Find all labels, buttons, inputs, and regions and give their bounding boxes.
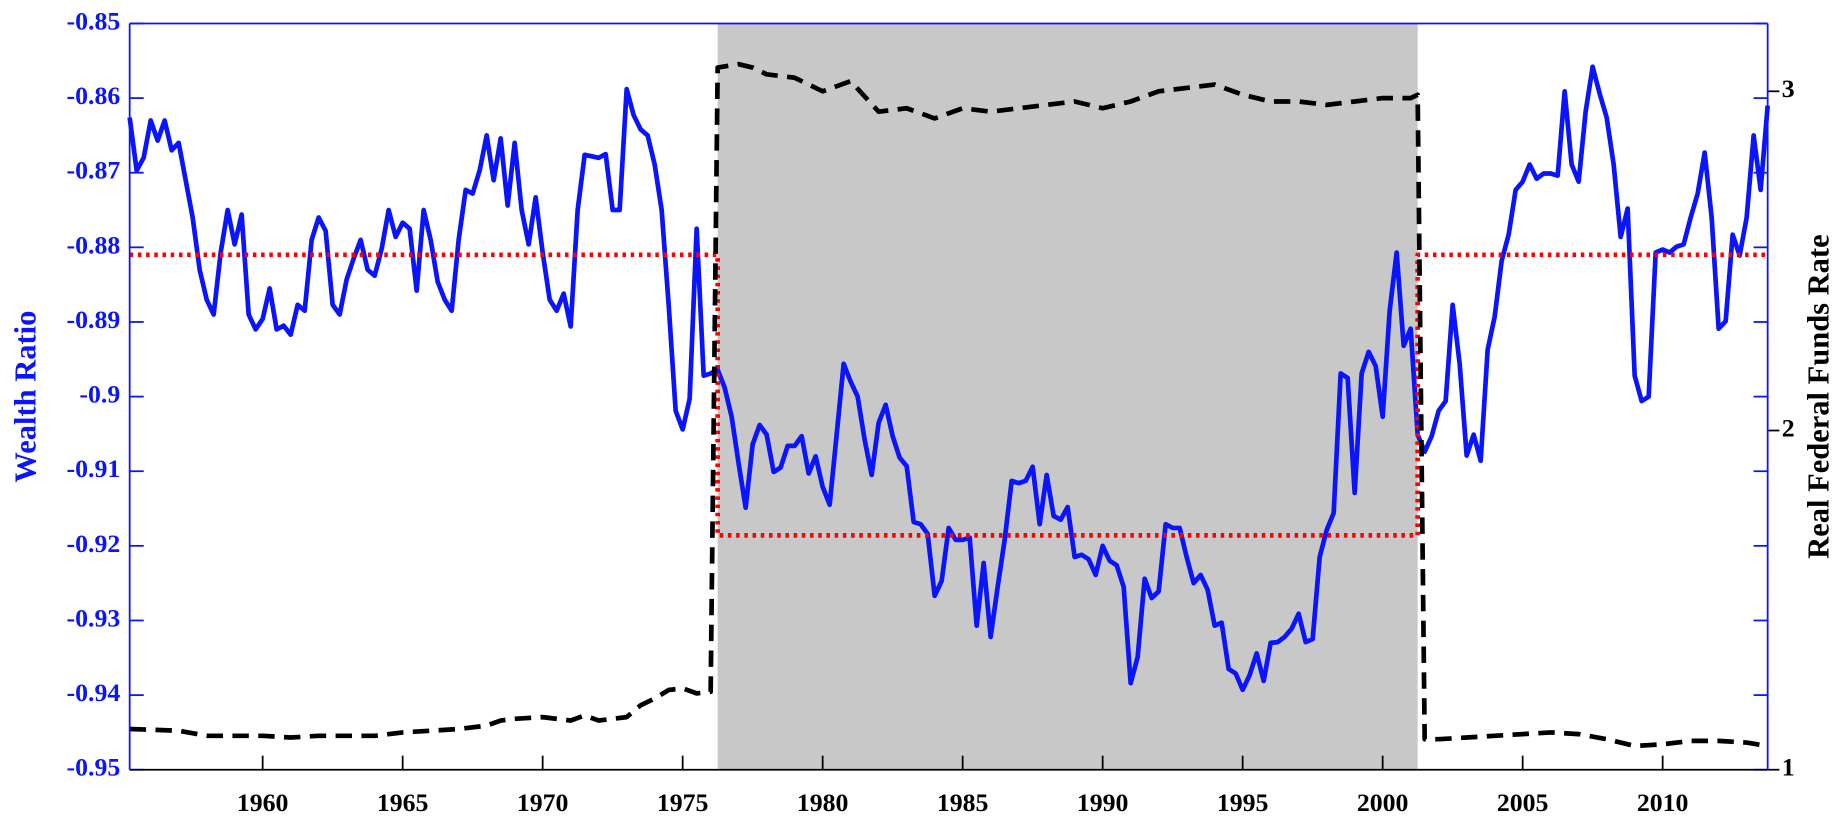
- y-axis-label: Wealth Ratio: [9, 311, 43, 483]
- x-tick-label: 1975: [657, 788, 709, 817]
- x-tick-label: 1995: [1217, 788, 1269, 817]
- y2-tick-label: 3: [1782, 74, 1795, 103]
- x-tick-label: 1965: [377, 788, 429, 817]
- y-tick-label: -0.89: [67, 305, 121, 334]
- y-tick-label: -0.92: [67, 529, 121, 558]
- y-tick-label: -0.9: [79, 380, 120, 409]
- y2-tick-label: 1: [1782, 753, 1795, 782]
- x-tick-label: 1970: [517, 788, 569, 817]
- series-line: [129, 252, 1768, 538]
- series-line: [129, 61, 1769, 749]
- x-tick-label: 2000: [1357, 788, 1409, 817]
- y-tick-label: -0.93: [67, 603, 121, 632]
- y-tick-label: -0.87: [67, 156, 121, 185]
- y-tick-label: -0.86: [67, 81, 121, 110]
- x-tick-label: 2010: [1637, 788, 1689, 817]
- x-tick-label: 1960: [237, 788, 289, 817]
- y-tick-label: -0.88: [67, 230, 121, 259]
- y-tick-label: -0.95: [67, 753, 121, 782]
- y2-axis-label: Real Federal Funds Rate: [1802, 234, 1836, 558]
- y2-tick-label: 2: [1782, 413, 1795, 442]
- y-tick-label: -0.91: [67, 454, 121, 483]
- x-tick-label: 1990: [1077, 788, 1129, 817]
- x-tick-label: 2005: [1497, 788, 1549, 817]
- shaded-region: [717, 23, 1418, 770]
- y-tick-label: -0.94: [67, 678, 121, 707]
- x-tick-label: 1980: [797, 788, 849, 817]
- y-tick-label: -0.85: [67, 6, 121, 35]
- x-tick-label: 1985: [937, 788, 989, 817]
